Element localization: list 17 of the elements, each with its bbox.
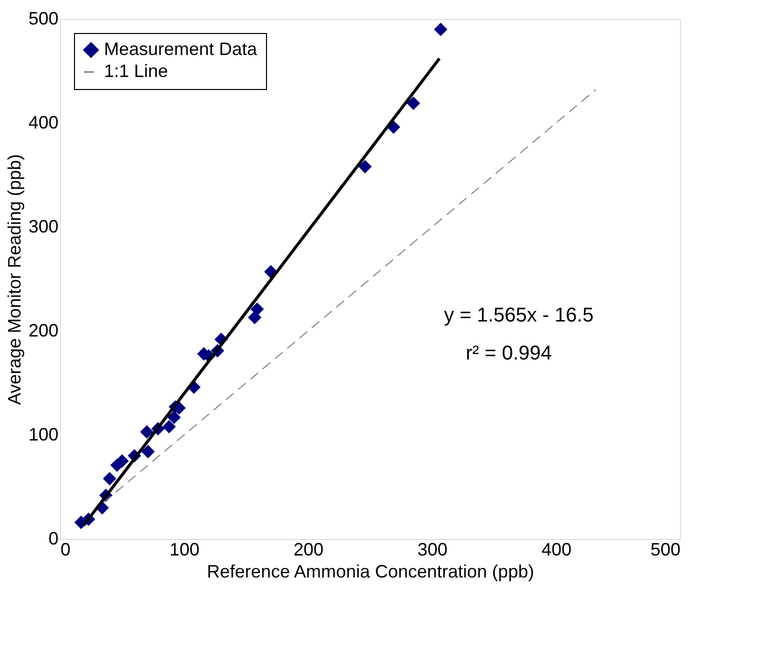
y-tick-label: 300 xyxy=(28,216,58,236)
x-axis-title: Reference Ammonia Concentration (ppb) xyxy=(206,562,534,582)
annotation: y = 1.565x - 16.5 xyxy=(444,304,594,326)
x-tick-label: 100 xyxy=(169,540,200,560)
y-axis-title: Average Monitor Reading (ppb) xyxy=(4,154,24,405)
y-tick-label: 200 xyxy=(28,320,58,340)
x-tick-label: 500 xyxy=(650,540,680,560)
y-tick-label: 100 xyxy=(28,424,58,444)
y-tick-label: 500 xyxy=(28,8,58,28)
annotation: r² = 0.994 xyxy=(466,342,552,364)
legend-label: Measurement Data xyxy=(104,39,258,59)
x-tick-label: 0 xyxy=(60,540,71,560)
x-tick-label: 200 xyxy=(293,540,324,560)
y-tick-label: 400 xyxy=(28,112,58,132)
x-tick-label: 400 xyxy=(541,540,572,560)
x-tick-label: 300 xyxy=(417,540,448,560)
legend-label: 1:1 Line xyxy=(104,61,168,81)
